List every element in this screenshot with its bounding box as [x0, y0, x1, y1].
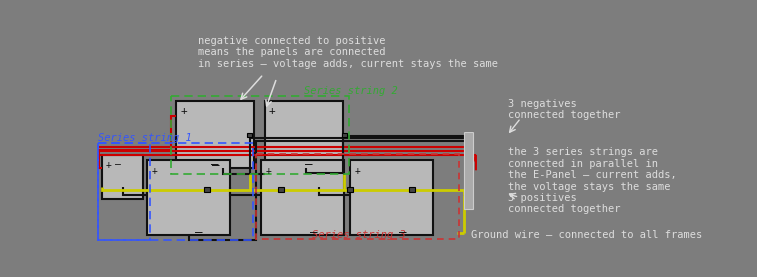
Text: +: + [181, 106, 188, 116]
Text: +: + [152, 166, 158, 176]
Text: +: + [266, 166, 272, 176]
Text: +: + [105, 160, 111, 170]
Text: the 3 series strings are
connected in parallel in
the E-Panel – current adds,
th: the 3 series strings are connected in pa… [508, 147, 677, 192]
Text: negative connected to positive
means the panels are connected
in series – voltag: negative connected to positive means the… [198, 35, 497, 69]
Bar [248, 133, 252, 137]
Text: –: – [195, 226, 203, 239]
Bar [347, 187, 354, 192]
Bar [265, 101, 343, 168]
Text: 3 negatives
connected together: 3 negatives connected together [508, 99, 620, 120]
Text: –: – [305, 158, 313, 171]
Bar [204, 187, 210, 192]
Bar [98, 143, 151, 240]
Text: –: – [399, 226, 407, 239]
Text: –: – [310, 226, 318, 239]
Text: Series string 2: Series string 2 [304, 86, 397, 96]
Text: +: + [355, 166, 361, 176]
Bar [148, 160, 230, 235]
Text: –: – [213, 159, 220, 172]
Bar [98, 143, 253, 240]
Bar [342, 133, 347, 137]
Bar [261, 160, 344, 235]
Text: Series string 3: Series string 3 [312, 230, 406, 240]
Text: Ground wire – connected to all frames: Ground wire – connected to all frames [471, 230, 702, 240]
Bar [256, 154, 459, 239]
Bar [463, 132, 473, 209]
Bar [176, 101, 254, 168]
Text: Series string 1: Series string 1 [98, 133, 192, 143]
Bar [410, 187, 416, 192]
Bar [170, 96, 349, 174]
Text: 3 positives
connected together: 3 positives connected together [508, 193, 620, 214]
Text: –: – [211, 158, 218, 171]
Bar [102, 155, 142, 199]
Text: –: – [115, 160, 120, 170]
Bar [278, 187, 284, 192]
Bar [350, 160, 433, 235]
Text: +: + [269, 106, 276, 116]
